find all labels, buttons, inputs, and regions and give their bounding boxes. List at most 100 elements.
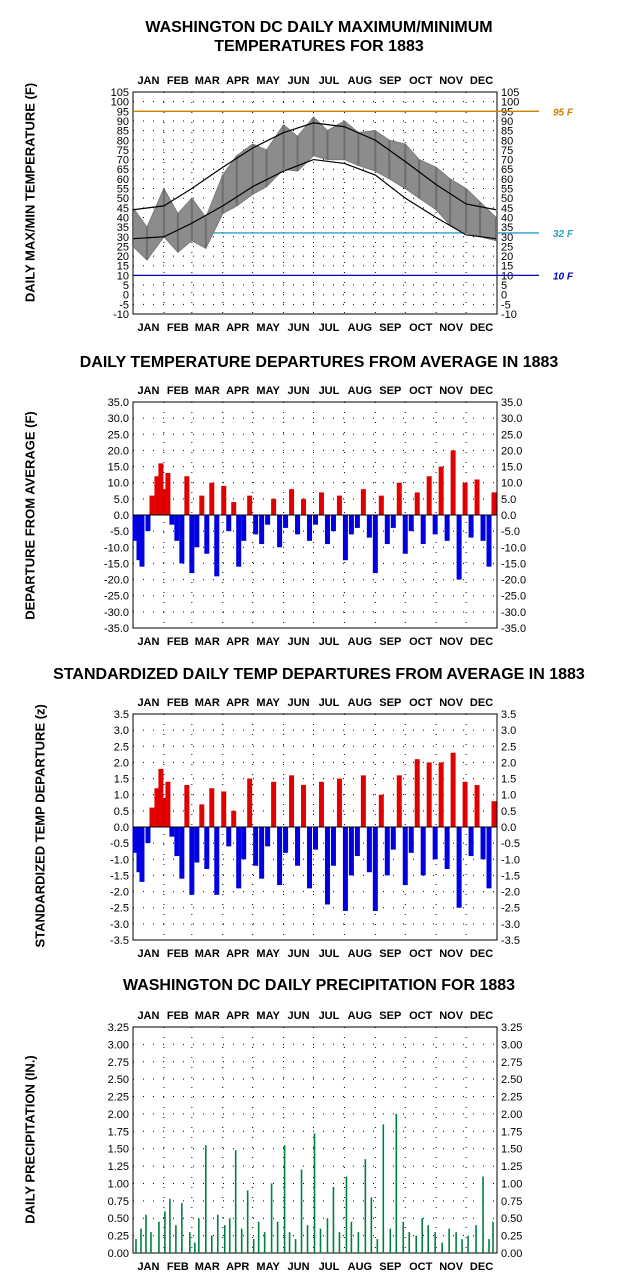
panel1-month-top: MAR — [195, 75, 220, 87]
panel1-ytick-left: 55 — [117, 184, 129, 196]
panel3-month-bottom: OCT — [409, 948, 433, 960]
panel3-month-bottom: FEB — [167, 948, 189, 960]
panel1-month-top: DEC — [470, 75, 493, 87]
departure-bar — [241, 827, 247, 860]
panel3-ytick-right: 3.0 — [501, 725, 516, 737]
departure-bar — [420, 515, 426, 545]
departure-bar — [169, 827, 175, 837]
departure-bar — [336, 495, 342, 515]
departure-bar — [396, 775, 402, 827]
panel3-ytick-left: -3.0 — [110, 919, 129, 931]
departure-bar — [414, 492, 420, 515]
panel4-title: WASHINGTON DC DAILY PRECIPITATION FOR 18… — [122, 977, 516, 994]
panel4-ytick-left: 0.50 — [108, 1213, 129, 1225]
panel3-month-bottom: JUL — [319, 948, 340, 960]
panel4-month-top: NOV — [439, 1010, 464, 1022]
panel1-month-top: NOV — [439, 75, 464, 87]
departure-bar — [289, 775, 295, 827]
departure-bar — [307, 515, 313, 541]
normal-max-line — [132, 122, 497, 211]
panel3-ytick-right: -1.0 — [501, 854, 520, 866]
panel3-month-top: JAN — [137, 697, 159, 709]
panel4-ytick-right: 2.25 — [501, 1092, 522, 1104]
departure-bar — [199, 804, 205, 827]
departure-bar — [165, 781, 171, 827]
panel4-ytick-right: 0.25 — [501, 1231, 522, 1243]
departure-bar — [438, 762, 444, 827]
panel2-month-top: NOV — [439, 385, 464, 397]
departure-bar — [265, 827, 271, 847]
panel1-ytick-left: 50 — [117, 193, 129, 205]
panel2-ytick-left: -15.0 — [104, 558, 129, 570]
panel3-ytick-right: -3.5 — [501, 935, 520, 947]
panel1-ytick-left: 105 — [111, 87, 129, 99]
panel3-month-top: SEP — [379, 697, 401, 709]
panel3-ytick-left: -0.5 — [110, 838, 129, 850]
departure-bar — [247, 495, 253, 515]
panel1-ytick-left: 10 — [117, 270, 129, 282]
departure-bar — [366, 827, 372, 873]
departure-bar — [145, 515, 151, 532]
panel4-ytick-left: 1.00 — [108, 1178, 129, 1190]
panel2-ytick-right: -10.0 — [501, 542, 526, 554]
departure-bar — [318, 492, 324, 515]
panel4-ytick-right: 2.00 — [501, 1109, 522, 1121]
departure-bar — [372, 827, 378, 911]
panel3-ytick-left: 2.5 — [114, 741, 129, 753]
panel3-ytick-left: 0.0 — [114, 822, 129, 834]
departure-bar — [199, 495, 205, 515]
departure-bar — [194, 827, 200, 863]
panel1-ytick-left: 20 — [117, 251, 129, 263]
panel2-month-bottom: APR — [226, 636, 249, 648]
departure-bar — [360, 775, 366, 827]
panel4-ytick-right: 1.25 — [501, 1161, 522, 1173]
departure-bar — [295, 827, 301, 866]
departure-bar — [450, 752, 456, 827]
panel2-ytick-left: -5.0 — [110, 526, 129, 538]
departure-bar — [366, 515, 372, 538]
departure-bar — [194, 515, 200, 548]
departure-bar — [342, 515, 348, 561]
panel1-month-top: AUG — [348, 75, 372, 87]
panel4-ytick-left: 3.00 — [108, 1039, 129, 1051]
panel4-ytick-left: 0.75 — [108, 1196, 129, 1208]
normal-min-line — [132, 158, 497, 240]
panel2-ytick-left: 0.0 — [114, 510, 129, 522]
panel1-ytick-right: 0 — [501, 290, 507, 302]
departure-bar — [136, 827, 142, 873]
panel2-ytick-left: -10.0 — [104, 542, 129, 554]
panel1-ytick-right: -10 — [501, 309, 517, 321]
panel1-month-bottom: APR — [226, 322, 249, 334]
departure-bar — [154, 476, 160, 515]
departure-bar — [474, 479, 480, 515]
panel4-month-top: OCT — [409, 1010, 433, 1022]
panel2-ytick-right: 10.0 — [501, 478, 522, 490]
panel2-month-bottom: MAY — [256, 636, 280, 648]
departure-bar — [402, 515, 408, 554]
departure-bar — [149, 807, 155, 827]
panel3-ytick-right: 0.5 — [501, 806, 516, 818]
panel2-month-top: AUG — [348, 385, 372, 397]
panel4-month-top: DEC — [470, 1010, 493, 1022]
departure-bar — [277, 515, 283, 548]
panel3-ytick-right: -3.0 — [501, 919, 520, 931]
panel2-month-top: DEC — [470, 385, 493, 397]
panel4-ytick-right: 3.00 — [501, 1039, 522, 1051]
panel1-title-line1: WASHINGTON DC DAILY MAXIMUM/MINIMUM — [145, 19, 493, 36]
panel1-ytick-left: 30 — [117, 232, 129, 244]
departure-bar — [209, 482, 215, 515]
panel4-month-top: MAY — [256, 1010, 280, 1022]
panel4-ytick-left: 0.00 — [108, 1248, 129, 1260]
panel4-ytick-right: 0.75 — [501, 1196, 522, 1208]
departure-bar — [491, 801, 497, 827]
panel4-ytick-left: 2.25 — [108, 1092, 129, 1104]
panel4-month-bottom: MAY — [256, 1261, 280, 1273]
panel2-ytick-left: -35.0 — [104, 623, 129, 635]
departure-bar — [179, 515, 185, 564]
panel3-month-bottom: DEC — [470, 948, 493, 960]
departure-bar — [214, 515, 220, 577]
panel1-ytick-right: 40 — [501, 212, 513, 224]
panel3-title: STANDARDIZED DAILY TEMP DEPARTURES FROM … — [53, 666, 585, 683]
panel4-ytick-right: 1.00 — [501, 1178, 522, 1190]
departure-bar — [214, 827, 220, 895]
